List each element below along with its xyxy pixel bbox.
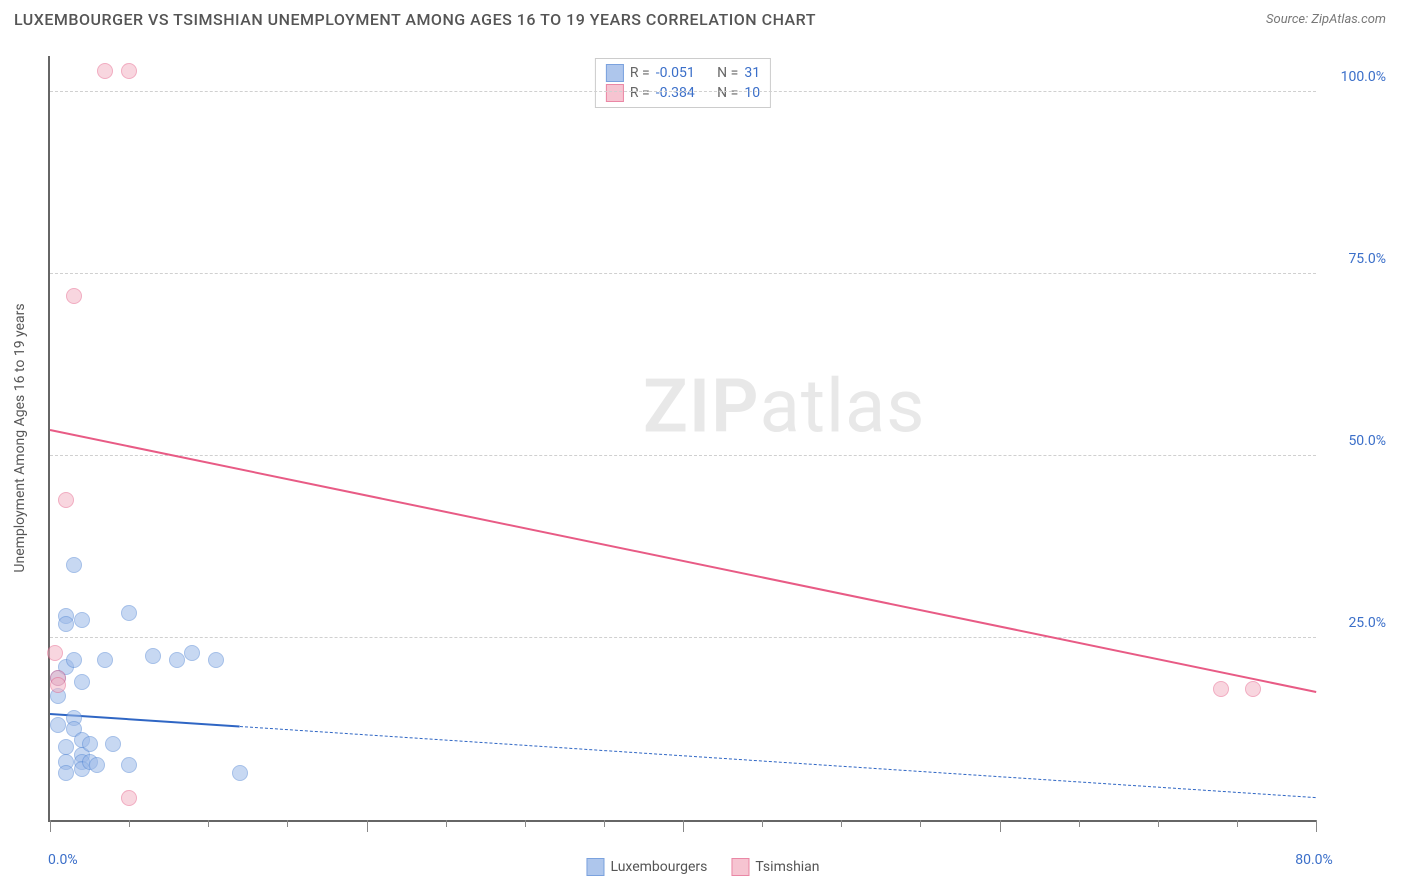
legend-row: R = -0.051 N = 31 (606, 63, 760, 83)
x-tick (525, 820, 526, 827)
gridline (50, 455, 1316, 456)
data-point (169, 652, 185, 668)
x-tick-label: 0.0% (48, 852, 78, 868)
data-point (121, 790, 137, 806)
data-point (58, 765, 74, 781)
x-tick-label: 80.0% (1295, 852, 1333, 868)
y-tick-label: 25.0% (1348, 615, 1386, 631)
data-point (1213, 681, 1229, 697)
x-tick (1158, 820, 1159, 827)
trend-line (240, 726, 1316, 798)
data-point (58, 616, 74, 632)
data-point (145, 648, 161, 664)
data-point (105, 736, 121, 752)
legend-swatch (586, 858, 604, 876)
data-point (208, 652, 224, 668)
legend-item: Luxembourgers (586, 858, 707, 876)
data-point (50, 677, 66, 693)
legend-swatch (606, 64, 624, 82)
legend-label: Tsimshian (755, 859, 819, 875)
data-point (97, 63, 113, 79)
data-point (121, 605, 137, 621)
data-point (58, 492, 74, 508)
x-tick (287, 820, 288, 827)
x-tick (367, 820, 368, 832)
y-tick-label: 75.0% (1348, 251, 1386, 267)
x-tick (1000, 820, 1001, 832)
legend-swatch (606, 84, 624, 102)
x-tick (1237, 820, 1238, 827)
n-label: N = (717, 65, 738, 81)
x-tick (50, 820, 51, 832)
data-point (66, 557, 82, 573)
y-axis-label: Unemployment Among Ages 16 to 19 years (12, 303, 28, 572)
legend-item: Tsimshian (731, 858, 819, 876)
source-attribution: Source: ZipAtlas.com (1266, 12, 1386, 27)
legend-row: R = -0.384 N = 10 (606, 83, 760, 103)
data-point (66, 288, 82, 304)
data-point (82, 736, 98, 752)
data-point (1245, 681, 1261, 697)
r-label: R = (630, 85, 650, 101)
scatter-chart: Unemployment Among Ages 16 to 19 years Z… (48, 56, 1316, 822)
x-tick (1079, 820, 1080, 827)
n-value: 10 (744, 85, 760, 101)
x-tick (446, 820, 447, 827)
r-value: -0.384 (656, 85, 695, 101)
data-point (121, 63, 137, 79)
chart-title: LUXEMBOURGER VS TSIMSHIAN UNEMPLOYMENT A… (14, 10, 816, 29)
x-tick (683, 820, 684, 832)
series-legend: Luxembourgers Tsimshian (586, 858, 819, 876)
x-tick (841, 820, 842, 827)
data-point (89, 757, 105, 773)
legend-swatch (731, 858, 749, 876)
n-label: N = (717, 85, 738, 101)
trend-line (50, 429, 1316, 693)
y-tick-label: 50.0% (1348, 433, 1386, 449)
n-value: 31 (744, 65, 760, 81)
data-point (66, 652, 82, 668)
data-point (74, 674, 90, 690)
data-point (184, 645, 200, 661)
data-point (232, 765, 248, 781)
x-tick (604, 820, 605, 827)
x-tick (208, 820, 209, 827)
x-tick (129, 820, 130, 827)
x-tick (1316, 820, 1317, 832)
data-point (50, 717, 66, 733)
data-point (121, 757, 137, 773)
r-label: R = (630, 65, 650, 81)
gridline (50, 273, 1316, 274)
stats-legend: R = -0.051 N = 31R = -0.384 N = 10 (595, 58, 771, 108)
data-point (47, 645, 63, 661)
r-value: -0.051 (656, 65, 695, 81)
gridline (50, 637, 1316, 638)
gridline (50, 91, 1316, 92)
x-tick (920, 820, 921, 827)
legend-label: Luxembourgers (610, 859, 707, 875)
watermark: ZIPatlas (643, 364, 925, 451)
data-point (74, 612, 90, 628)
data-point (97, 652, 113, 668)
y-tick-label: 100.0% (1341, 69, 1386, 85)
x-tick (762, 820, 763, 827)
